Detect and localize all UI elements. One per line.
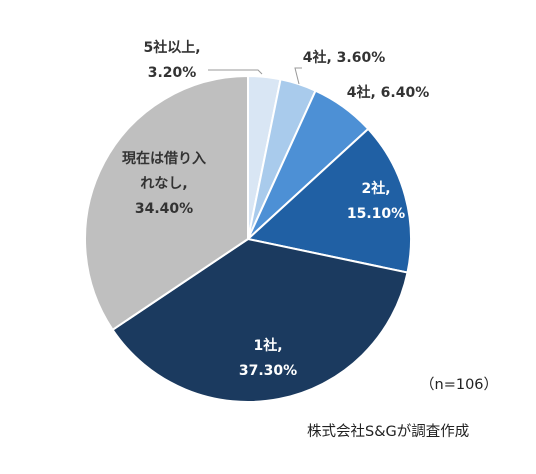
pie-slice-4 [111, 237, 409, 403]
sample-size-note: （n=106） [420, 377, 499, 393]
pie-slice-5 [84, 74, 249, 332]
pie-slice-3 [245, 127, 412, 274]
leader-line-1 [294, 67, 302, 85]
slice-label-2: 4社, 6.40% [347, 84, 430, 101]
leader-line-0 [208, 69, 263, 75]
slice-label-3: 2社, 15.10% [347, 180, 405, 222]
slice-label-4: 1社, 37.30% [239, 337, 297, 379]
slice-label-0: 5社以上, 3.20% [143, 39, 200, 81]
source-note: 株式会社S&Gが調査作成 [307, 424, 470, 440]
slice-label-1: 4社, 3.60% [303, 49, 386, 66]
slice-label-5: 現在は借り入れなし, 34.40% [122, 150, 206, 217]
